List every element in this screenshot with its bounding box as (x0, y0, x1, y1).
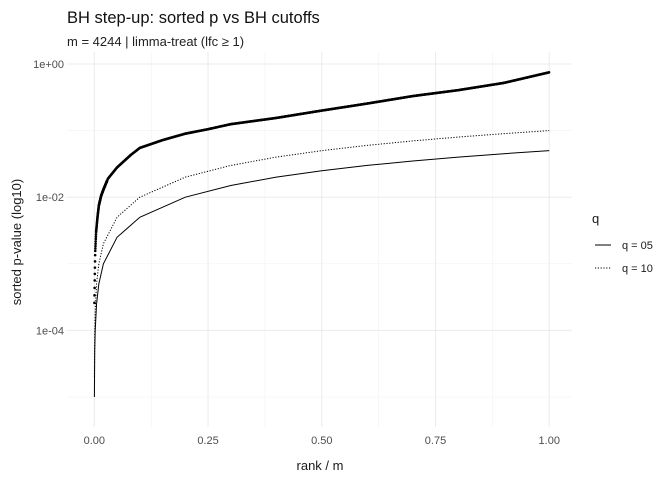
sorted-p-point (93, 266, 97, 269)
legend: q q = 05 q = 10 (592, 211, 653, 275)
sorted-p-point (93, 279, 97, 282)
sorted-p-point (94, 240, 97, 243)
sorted-p-point (94, 244, 97, 248)
sorted-p-point (93, 286, 96, 290)
grid-layer (67, 52, 572, 427)
sorted-p-point (93, 272, 97, 276)
x-tick-label: 0.25 (197, 435, 218, 447)
x-axis-title: rank / m (297, 458, 344, 473)
sorted-p-point (94, 233, 98, 236)
x-tick-label: 0.50 (311, 435, 332, 447)
series-layer (93, 71, 551, 398)
legend-title: q (592, 211, 599, 226)
x-tick-label: 0.00 (84, 435, 105, 447)
y-tick-label: 1e+00 (33, 59, 64, 71)
y-axis-title: sorted p-value (log10) (9, 179, 24, 305)
sorted-p-point (93, 249, 97, 253)
sorted-p-point (94, 247, 97, 250)
sorted-p-point (94, 242, 97, 246)
sorted-p-point (93, 294, 96, 297)
series-line-q10 (93, 130, 550, 377)
legend-label-q10: q = 10 (622, 263, 653, 275)
chart-subtitle: m = 4244 | limma-treat (lfc ≥ 1) (67, 34, 245, 49)
sorted-p-point (547, 71, 551, 74)
sorted-p-points (93, 71, 551, 305)
tick-labels: 0.00 0.25 0.50 0.75 1.00 1e-04 1e-02 1e+00 (33, 59, 560, 447)
x-tick-label: 0.75 (425, 435, 446, 447)
x-tick-label: 1.00 (539, 435, 560, 447)
sorted-p-point (93, 253, 97, 257)
legend-label-q05: q = 05 (622, 240, 653, 252)
sorted-p-point (93, 260, 97, 263)
sorted-p-point (93, 301, 96, 305)
series-line-q05 (93, 150, 550, 398)
chart-title: BH step-up: sorted p vs BH cutoffs (67, 9, 320, 27)
y-tick-label: 1e-04 (36, 325, 64, 337)
y-tick-label: 1e-02 (36, 192, 64, 204)
sorted-p-point (94, 235, 98, 238)
sorted-p-point (94, 237, 98, 241)
